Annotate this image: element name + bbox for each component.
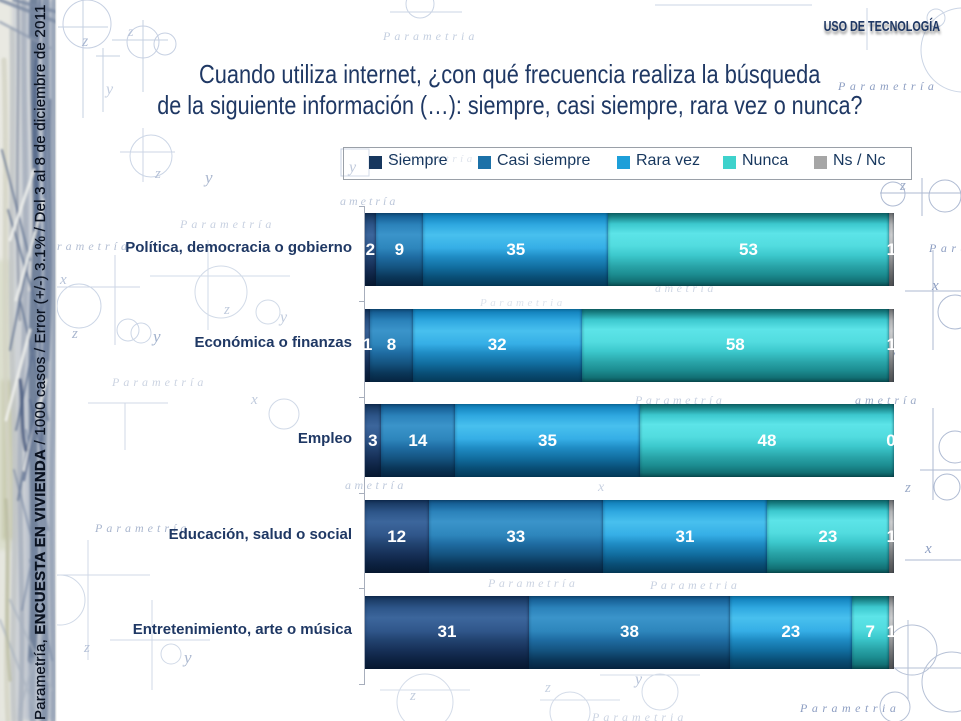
svg-text:z: z [127, 25, 134, 40]
svg-text:Parametría: Parametría [179, 217, 275, 231]
svg-text:y: y [104, 81, 114, 98]
svg-text:Parametria: Parametria [799, 701, 900, 715]
svg-text:ametría: ametría [345, 478, 407, 492]
svg-text:Parametría: Parametría [94, 521, 190, 535]
svg-text:x: x [931, 278, 939, 294]
svg-text:y: y [151, 327, 161, 346]
svg-text:y: y [278, 309, 288, 326]
svg-text:Parametria: Parametria [382, 29, 478, 43]
svg-text:Parametría: Parametría [111, 375, 207, 389]
svg-text:y: y [182, 648, 192, 667]
svg-text:z: z [899, 178, 906, 194]
svg-text:x: x [59, 272, 67, 288]
svg-text:x: x [597, 480, 605, 495]
svg-text:z: z [71, 326, 78, 342]
svg-text:Para: Para [928, 241, 961, 255]
svg-text:rametría: rametría [57, 239, 131, 253]
svg-text:z: z [154, 166, 161, 182]
svg-text:z: z [83, 640, 90, 656]
svg-text:z: z [544, 680, 551, 696]
svg-text:Parametria: Parametria [649, 578, 740, 592]
svg-text:Parametría: Parametría [389, 153, 476, 165]
svg-text:x: x [924, 541, 932, 557]
svg-text:Parametria: Parametria [591, 710, 687, 721]
svg-text:z: z [409, 688, 416, 704]
svg-text:y: y [347, 159, 357, 176]
svg-text:y: y [203, 168, 213, 187]
svg-text:Parametria: Parametria [479, 297, 566, 309]
svg-text:z: z [904, 480, 911, 496]
svg-text:Parametría: Parametría [487, 576, 578, 590]
svg-text:y: y [633, 671, 643, 688]
svg-text:z: z [223, 302, 230, 318]
svg-text:Parametría: Parametría [634, 393, 725, 407]
svg-text:z: z [81, 33, 89, 50]
svg-text:ametría: ametría [855, 393, 920, 407]
svg-text:Parametría: Parametría [837, 79, 938, 93]
svg-text:x: x [250, 392, 258, 408]
svg-text:ametría: ametría [340, 194, 398, 208]
